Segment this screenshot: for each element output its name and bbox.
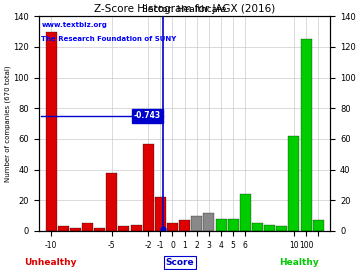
Bar <box>191 215 202 231</box>
Text: Score: Score <box>166 258 194 267</box>
Title: Z-Score Histogram for JAGX (2016): Z-Score Histogram for JAGX (2016) <box>94 4 275 14</box>
Bar <box>106 173 117 231</box>
Bar <box>143 144 154 231</box>
Text: Sector: Healthcare: Sector: Healthcare <box>143 5 227 14</box>
Y-axis label: Number of companies (670 total): Number of companies (670 total) <box>4 65 11 182</box>
Bar <box>276 226 287 231</box>
Bar <box>118 226 129 231</box>
Bar <box>58 226 69 231</box>
Bar <box>288 136 300 231</box>
Text: www.textbiz.org: www.textbiz.org <box>41 22 107 28</box>
Bar <box>155 197 166 231</box>
Bar <box>70 228 81 231</box>
Bar <box>94 228 105 231</box>
Bar <box>252 223 263 231</box>
Bar <box>240 194 251 231</box>
Bar <box>301 39 311 231</box>
Text: Healthy: Healthy <box>279 258 319 267</box>
Bar <box>228 219 239 231</box>
Bar <box>131 225 141 231</box>
Bar <box>264 225 275 231</box>
Text: The Research Foundation of SUNY: The Research Foundation of SUNY <box>41 36 177 42</box>
Text: Unhealthy: Unhealthy <box>24 258 77 267</box>
Text: -0.743: -0.743 <box>134 112 161 120</box>
Bar <box>167 223 178 231</box>
Bar <box>82 223 93 231</box>
Bar <box>46 32 57 231</box>
Bar <box>203 212 215 231</box>
Bar <box>179 220 190 231</box>
Bar <box>216 219 226 231</box>
Bar <box>313 220 324 231</box>
